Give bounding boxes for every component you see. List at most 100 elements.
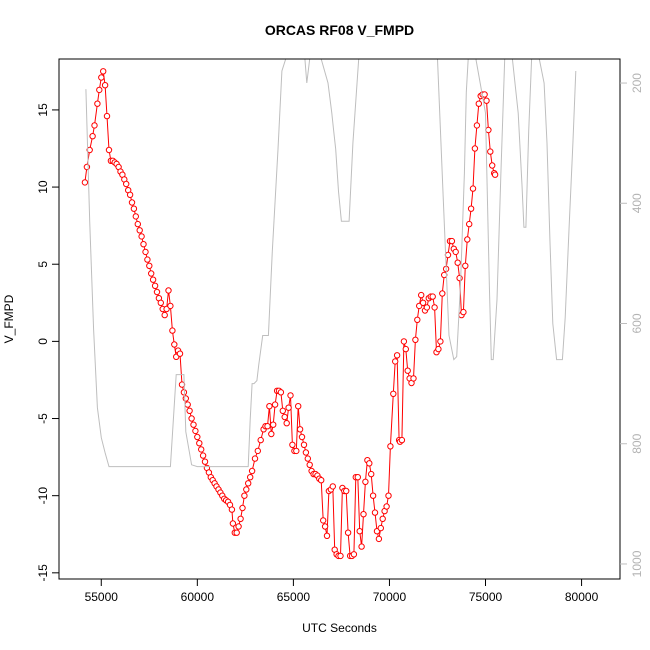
data-point	[402, 345, 409, 353]
data-point	[489, 162, 496, 169]
y-tick-label: 15	[36, 103, 50, 117]
y-tick-label: 5	[36, 261, 50, 268]
x-tick-label: 70000	[373, 590, 407, 604]
data-point	[464, 236, 471, 243]
data-point	[229, 520, 237, 527]
data-point	[412, 336, 419, 343]
data-point	[186, 407, 193, 414]
data-point	[414, 316, 421, 323]
data-point	[431, 304, 438, 311]
data-point	[471, 145, 479, 152]
data-point	[360, 511, 367, 518]
data-point	[140, 241, 147, 248]
data-point	[257, 436, 264, 444]
data-point	[462, 262, 469, 269]
data-point	[293, 447, 300, 455]
data-point	[277, 389, 285, 396]
data-point	[130, 205, 138, 212]
data-point	[491, 171, 499, 178]
data-point	[429, 293, 436, 300]
data-point	[128, 199, 136, 206]
data-point	[270, 421, 277, 428]
data-point	[362, 478, 369, 485]
y-tick-label: -10	[36, 487, 50, 505]
x-tick-label: 65000	[277, 590, 311, 604]
x-tick-label: 60000	[181, 590, 215, 604]
x-axis: 55000 60000 65000 70000 75000 80000	[85, 579, 599, 604]
data-point	[358, 543, 365, 550]
data-point	[148, 270, 155, 277]
data-point	[485, 126, 492, 134]
data-point	[235, 523, 242, 530]
right-tick-label: 800	[630, 433, 644, 453]
data-point	[329, 483, 336, 490]
data-point	[369, 492, 377, 499]
data-point	[251, 455, 259, 462]
data-point	[298, 433, 306, 441]
data-point	[192, 427, 199, 435]
data-point	[83, 163, 91, 171]
data-point	[91, 122, 98, 129]
data-point	[321, 523, 329, 530]
data-point	[248, 467, 256, 475]
right-tick-label: 200	[630, 73, 644, 93]
data-point	[418, 291, 425, 299]
data-point	[423, 304, 431, 311]
y-axis: -15 -10 -5 0 5 10 15	[36, 103, 59, 581]
data-point	[81, 179, 89, 186]
data-point	[247, 474, 254, 481]
series-0-line	[84, 71, 496, 557]
data-point	[287, 392, 294, 399]
data-point	[304, 455, 311, 462]
data-point	[452, 248, 459, 256]
x-tick-label: 55000	[85, 590, 119, 604]
data-point	[243, 486, 250, 493]
data-point	[487, 148, 494, 155]
data-point	[196, 440, 203, 447]
data-point	[198, 446, 205, 453]
data-point	[392, 358, 399, 365]
right-tick-label: 1000	[630, 550, 644, 577]
data-point	[375, 535, 383, 543]
data-point	[167, 302, 174, 310]
data-point	[123, 180, 130, 188]
data-point	[404, 367, 411, 374]
data-point	[171, 341, 178, 348]
y-axis-label: V_FMPD	[2, 294, 16, 343]
data-point	[343, 487, 350, 495]
x-tick-label: 75000	[469, 590, 503, 604]
data-point	[138, 233, 145, 240]
data-point	[241, 492, 248, 499]
data-point	[237, 515, 244, 522]
data-point	[379, 515, 386, 522]
data-point	[144, 256, 151, 263]
data-point	[161, 311, 168, 319]
data-point	[454, 259, 461, 266]
x-axis-label: UTC Seconds	[302, 621, 377, 635]
data-point	[300, 441, 308, 448]
data-point	[182, 395, 190, 402]
data-point	[239, 504, 246, 512]
data-point	[132, 213, 140, 220]
data-point	[435, 345, 442, 353]
data-point	[180, 389, 188, 396]
data-point	[283, 420, 290, 427]
data-point	[387, 443, 394, 450]
chart-title: ORCAS RF08 V_FMPD	[265, 22, 414, 38]
data-point	[89, 133, 96, 140]
data-point	[281, 413, 288, 421]
data-point	[456, 274, 463, 282]
right-axis: 200 400 600 800 1000	[620, 73, 644, 577]
data-point	[126, 191, 134, 199]
data-point	[295, 403, 302, 410]
x-tick-label: 80000	[565, 590, 599, 604]
data-point	[98, 74, 105, 81]
data-point	[469, 185, 477, 192]
data-point	[483, 97, 490, 104]
data-point	[153, 288, 161, 296]
data-point	[306, 461, 313, 468]
data-point	[318, 477, 325, 484]
data-point	[266, 403, 273, 410]
data-point	[146, 262, 153, 269]
data-point	[199, 452, 207, 459]
